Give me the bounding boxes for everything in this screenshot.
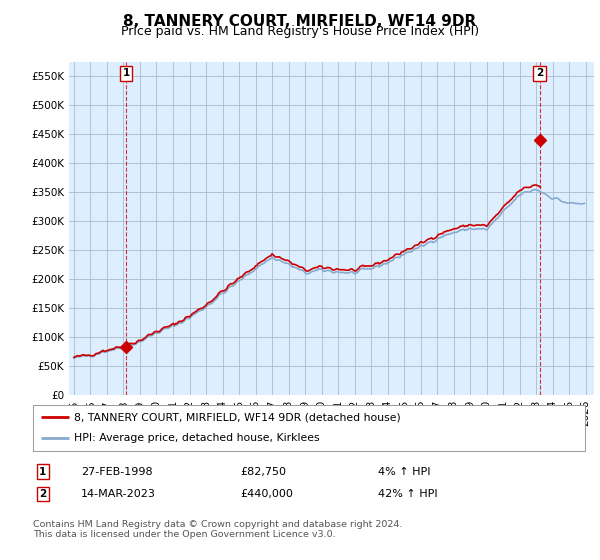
Text: 14-MAR-2023: 14-MAR-2023 — [81, 489, 156, 499]
Text: 1: 1 — [122, 68, 130, 78]
Text: HPI: Average price, detached house, Kirklees: HPI: Average price, detached house, Kirk… — [74, 433, 320, 444]
Text: £440,000: £440,000 — [240, 489, 293, 499]
Text: Contains HM Land Registry data © Crown copyright and database right 2024.
This d: Contains HM Land Registry data © Crown c… — [33, 520, 403, 539]
Text: 2: 2 — [39, 489, 46, 499]
Text: 2: 2 — [536, 68, 543, 78]
Text: 27-FEB-1998: 27-FEB-1998 — [81, 466, 152, 477]
Text: 8, TANNERY COURT, MIRFIELD, WF14 9DR: 8, TANNERY COURT, MIRFIELD, WF14 9DR — [124, 14, 476, 29]
Text: 8, TANNERY COURT, MIRFIELD, WF14 9DR (detached house): 8, TANNERY COURT, MIRFIELD, WF14 9DR (de… — [74, 412, 401, 422]
Text: 4% ↑ HPI: 4% ↑ HPI — [378, 466, 431, 477]
Text: £82,750: £82,750 — [240, 466, 286, 477]
Text: 42% ↑ HPI: 42% ↑ HPI — [378, 489, 437, 499]
Text: Price paid vs. HM Land Registry's House Price Index (HPI): Price paid vs. HM Land Registry's House … — [121, 25, 479, 38]
Text: 1: 1 — [39, 466, 46, 477]
